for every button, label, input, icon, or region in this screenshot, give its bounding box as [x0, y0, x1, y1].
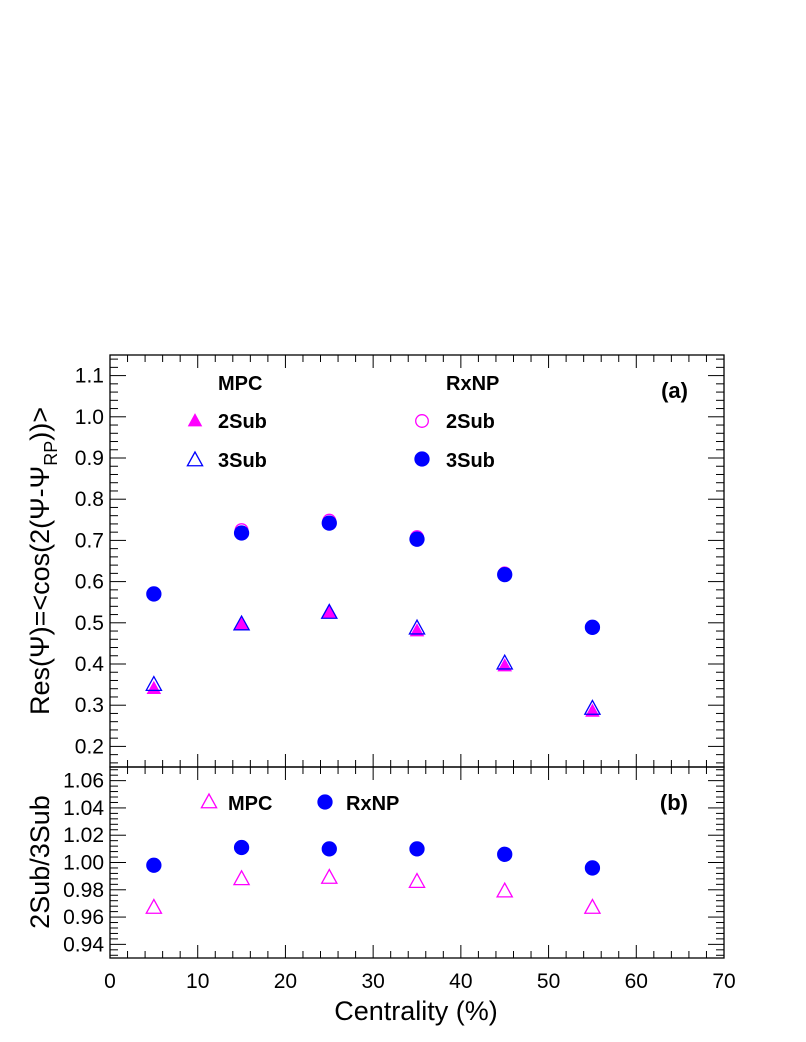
a-rxnp-3sub-point	[146, 586, 162, 602]
legend-label-rxnp-2sub: 2Sub	[446, 411, 495, 433]
legend-marker-rxnp-2sub	[415, 414, 429, 428]
panel-a-axes: 0.2 0.3 0.4 0.5 0.6 0.7 0.8 0.9 1.0 1.1	[75, 355, 725, 767]
legend-header-rxnp: RxNP	[446, 373, 499, 395]
a-y-tick-label: 1.0	[75, 406, 104, 429]
panel-b-legend: MPC RxNP	[200, 792, 399, 815]
b-mpc-point	[232, 869, 251, 886]
legend-marker-rxnp-3sub	[414, 451, 430, 467]
b-mpc-point	[408, 872, 426, 889]
b-rxnp-point	[409, 841, 425, 857]
legend-marker-mpc-3sub	[186, 450, 204, 467]
a-mpc-3sub-point	[408, 618, 426, 635]
panel-a-ylabel-tail: ))>	[25, 407, 55, 441]
a-mpc-2sub-point	[585, 703, 600, 717]
legend-header-mpc: MPC	[218, 373, 262, 395]
a-mpc-3sub-point	[320, 603, 338, 619]
a-mpc-3sub-point	[232, 614, 251, 631]
panel-a-ylabel-sub: RP	[41, 441, 61, 466]
legend-marker-mpc	[200, 792, 218, 809]
a-rxnp-3sub-point	[409, 531, 425, 547]
b-mpc-point	[320, 868, 338, 884]
panel-b-marks	[145, 839, 602, 914]
panel-b-axes: 0 10 20 30 40 50 60 70 0.94 0.96 0.98 1.00 1.02 1.04 1…	[63, 767, 736, 993]
legend-label-rxnp-3sub: 3Sub	[446, 450, 495, 472]
b-y-tick-label: 0.98	[63, 879, 104, 902]
b-y-tick-label: 1.06	[63, 770, 104, 793]
legend-marker-rxnp	[317, 794, 333, 810]
panel-a-label: (a)	[661, 378, 688, 403]
panel-a-marks	[145, 513, 602, 717]
a-mpc-3sub-point	[145, 675, 163, 692]
panel-a: 0.2 0.3 0.4 0.5 0.6 0.7 0.8 0.9 1.0 1.1 (a) MPC R…	[25, 354, 725, 768]
a-y-tick-label: 0.5	[75, 612, 104, 635]
a-y-tick-label: 0.3	[75, 694, 104, 717]
a-y-tick-label: 0.7	[75, 529, 104, 552]
b-y-tick-label: 1.00	[63, 852, 104, 875]
x-tick-label: 70	[712, 970, 735, 993]
panel-b: 0 10 20 30 40 50 60 70 0.94 0.96 0.98 1.00 1.02 1.04 1…	[25, 766, 736, 1026]
b-y-tick-label: 1.02	[63, 824, 104, 847]
a-rxnp-3sub-point	[497, 566, 513, 583]
legend-label-rxnp: RxNP	[346, 793, 399, 815]
panel-b-frame	[109, 766, 725, 959]
legend-marker-mpc-2sub	[187, 413, 203, 427]
a-mpc-2sub-point	[322, 604, 337, 618]
a-rxnp-3sub-point	[233, 525, 250, 541]
a-rxnp-3sub-point	[321, 515, 337, 531]
b-rxnp-point	[233, 839, 250, 856]
panel-a-ylabel: Res(Ψ)=<cos(2(Ψ-ΨRP))>	[25, 407, 61, 715]
b-y-tick-label: 1.04	[63, 797, 104, 820]
x-tick-label: 20	[274, 970, 297, 993]
panel-a-legend: MPC RxNP 2Sub 3Sub 2Sub 3Sub	[186, 373, 499, 472]
panel-a-legend-markers	[186, 413, 430, 467]
legend-label-mpc: MPC	[228, 793, 272, 815]
panel-b-legend-markers	[200, 792, 333, 810]
x-tick-label: 10	[186, 970, 209, 993]
a-y-tick-label: 0.6	[75, 571, 104, 594]
b-mpc-point	[145, 898, 163, 914]
a-mpc-3sub-point	[496, 653, 514, 670]
b-rxnp-point	[321, 841, 337, 857]
a-y-tick-label: 0.4	[75, 653, 105, 676]
x-tick-label: 0	[104, 970, 116, 993]
a-mpc-2sub-point	[409, 623, 425, 637]
x-tick-label: 40	[449, 970, 472, 993]
legend-label-mpc-3sub: 3Sub	[218, 450, 267, 472]
panel-a-ylabel-main: Res(Ψ)=<cos(2(Ψ-Ψ	[25, 466, 55, 715]
a-mpc-2sub-point	[497, 658, 512, 672]
x-tick-label: 60	[625, 970, 648, 993]
b-rxnp-point	[584, 860, 601, 876]
x-tick-label: 50	[537, 970, 560, 993]
panel-b-label: (b)	[660, 790, 688, 815]
b-rxnp-point	[497, 846, 513, 862]
b-y-tick-label: 0.94	[63, 933, 104, 956]
b-mpc-point	[583, 898, 602, 914]
a-rxnp-3sub-point	[584, 619, 601, 635]
x-axis-title: Centrality (%)	[334, 996, 498, 1026]
a-y-tick-label: 0.8	[75, 488, 104, 511]
b-y-tick-label: 0.96	[63, 906, 104, 929]
a-y-tick-label: 1.1	[75, 365, 104, 388]
x-tick-label: 30	[361, 970, 384, 993]
legend-label-mpc-2sub: 2Sub	[218, 411, 267, 433]
panel-b-ylabel: 2Sub/3Sub	[25, 795, 55, 929]
a-y-tick-label: 0.2	[75, 735, 104, 758]
b-mpc-point	[496, 881, 514, 898]
a-mpc-3sub-point	[583, 699, 602, 715]
b-rxnp-point	[146, 857, 162, 873]
a-y-tick-label: 0.9	[75, 447, 104, 470]
